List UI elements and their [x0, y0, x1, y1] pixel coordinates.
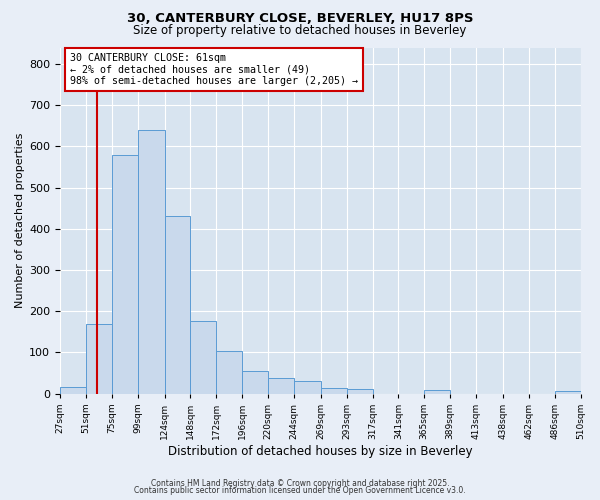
Text: Contains public sector information licensed under the Open Government Licence v3: Contains public sector information licen…: [134, 486, 466, 495]
Bar: [190, 322, 216, 394]
Y-axis label: Number of detached properties: Number of detached properties: [15, 133, 25, 308]
Bar: [424, 390, 450, 394]
Text: Contains HM Land Registry data © Crown copyright and database right 2025.: Contains HM Land Registry data © Crown c…: [151, 478, 449, 488]
Bar: [321, 388, 347, 394]
Text: 30, CANTERBURY CLOSE, BEVERLEY, HU17 8PS: 30, CANTERBURY CLOSE, BEVERLEY, HU17 8PS: [127, 12, 473, 26]
Bar: [242, 371, 268, 394]
Bar: [347, 389, 373, 394]
Bar: [294, 381, 321, 394]
Bar: [86, 324, 112, 394]
Bar: [554, 390, 581, 394]
Text: Size of property relative to detached houses in Beverley: Size of property relative to detached ho…: [133, 24, 467, 37]
Bar: [137, 130, 164, 394]
Bar: [216, 351, 242, 394]
Bar: [60, 386, 86, 394]
Text: 30 CANTERBURY CLOSE: 61sqm
← 2% of detached houses are smaller (49)
98% of semi-: 30 CANTERBURY CLOSE: 61sqm ← 2% of detac…: [70, 52, 358, 86]
Bar: [164, 216, 190, 394]
Bar: [268, 378, 294, 394]
X-axis label: Distribution of detached houses by size in Beverley: Distribution of detached houses by size …: [168, 444, 473, 458]
Bar: [112, 154, 137, 394]
